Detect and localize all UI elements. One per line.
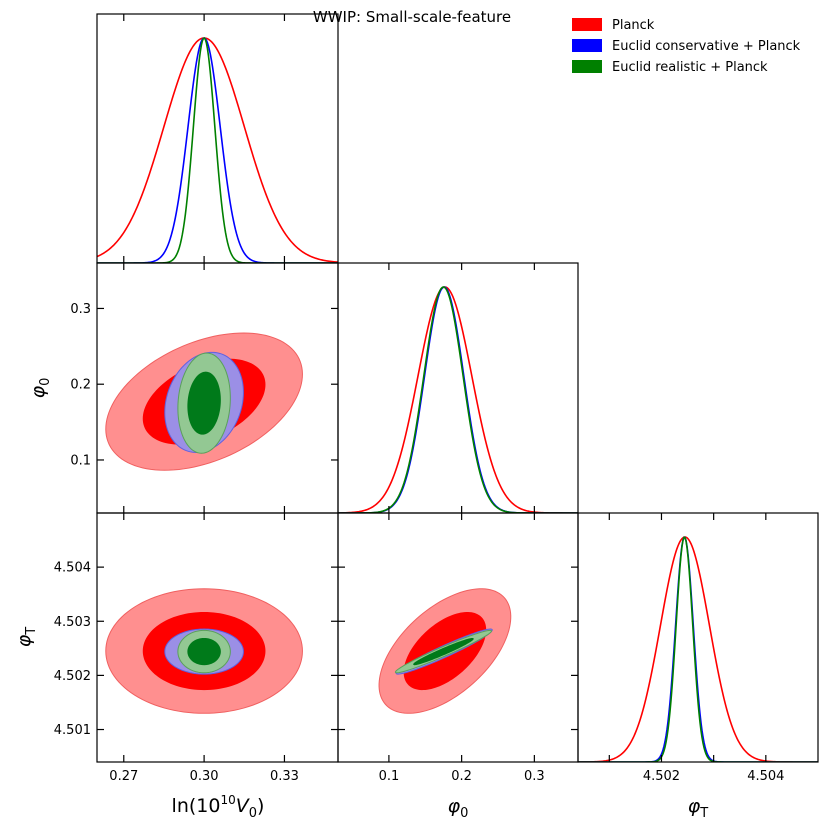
y-tick-label: 0.1 (70, 453, 91, 468)
x-axis-label-0: ln(1010V0) (172, 793, 265, 821)
x-tick-label: 0.33 (270, 769, 299, 784)
legend-label-1: Euclid conservative + Planck (612, 39, 801, 54)
legend: Planck Euclid conservative + Planck Euclid… (572, 18, 801, 75)
panel-frame-2-2 (577, 512, 819, 763)
x-tick-label: 0.27 (109, 769, 138, 784)
marginal-curve-euclid-conservative-planck-1 (338, 286, 578, 513)
marginal-curve-euclid-conservative-planck-2 (578, 536, 818, 762)
legend-swatch-0 (572, 18, 602, 31)
y-tick-label: 0.3 (70, 302, 91, 317)
contour-panel-2-1 (378, 588, 512, 714)
legend-swatch-2 (572, 60, 602, 73)
x-tick-label: 0.1 (379, 769, 400, 784)
marginal-curve-euclid-realistic-planck-2 (578, 536, 818, 762)
y-tick-label: 4.504 (54, 561, 91, 576)
x-tick-label: 0.2 (451, 769, 472, 784)
x-axis-label-1: φ0 (448, 795, 469, 821)
y-tick-label: 4.502 (54, 669, 91, 684)
axes-layer: 0.27 0.30 0.33 0.1 0.2 0.3 4.502 4.504 0.1 0.2 0.3… (13, 13, 819, 821)
panels-layer (97, 37, 818, 762)
marginal-panel-1 (338, 286, 578, 513)
marginal-curve-euclid-realistic-planck-0 (97, 37, 338, 263)
contour-68-euclid-realistic-planck-2-1 (413, 637, 474, 666)
x-tick-label: 4.502 (643, 769, 680, 784)
legend-swatch-1 (572, 39, 602, 52)
x-axis-label-2: φT (688, 795, 709, 821)
x-tick-label: 0.30 (190, 769, 219, 784)
y-tick-label: 4.503 (54, 615, 91, 630)
marginal-panel-2 (578, 536, 818, 762)
y-tick-label: 4.501 (54, 723, 91, 738)
contour-68-euclid-realistic-planck-2-0 (187, 637, 221, 666)
marginal-curve-euclid-realistic-planck-1 (338, 286, 578, 513)
y-axis-label-2: φT (13, 627, 39, 648)
figure-title: WWIP: Small-scale-feature (313, 8, 511, 26)
marginal-curve-planck-1 (338, 286, 578, 513)
y-tick-label: 0.2 (70, 378, 91, 393)
legend-label-0: Planck (612, 18, 655, 33)
marginal-panel-0 (97, 37, 338, 263)
y-axis-label-1: φ0 (27, 378, 53, 399)
x-tick-label: 4.504 (747, 769, 784, 784)
contour-panel-2-0 (105, 588, 303, 714)
x-tick-label: 0.3 (524, 769, 545, 784)
legend-label-2: Euclid realistic + Planck (612, 60, 768, 75)
marginal-curve-planck-2 (578, 536, 818, 762)
panel-frame-1-1 (337, 262, 579, 514)
contour-panel-1-0 (105, 332, 303, 471)
marginal-curve-planck-0 (97, 37, 338, 263)
contour-68-euclid-realistic-planck-1-0 (187, 371, 221, 435)
